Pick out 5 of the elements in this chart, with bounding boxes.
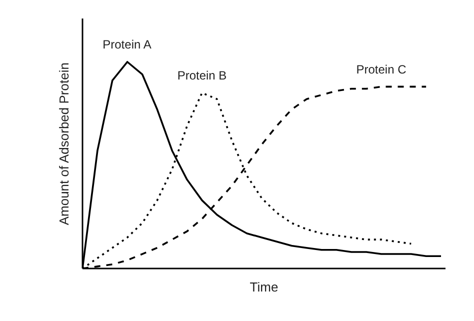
y-axis-title: Amount of Adsorbed Protein xyxy=(56,62,72,226)
series-label: Protein A xyxy=(102,38,152,52)
series-label: Protein B xyxy=(177,68,227,83)
series-label: Protein C xyxy=(356,62,407,76)
x-axis-title: Time xyxy=(250,280,278,294)
